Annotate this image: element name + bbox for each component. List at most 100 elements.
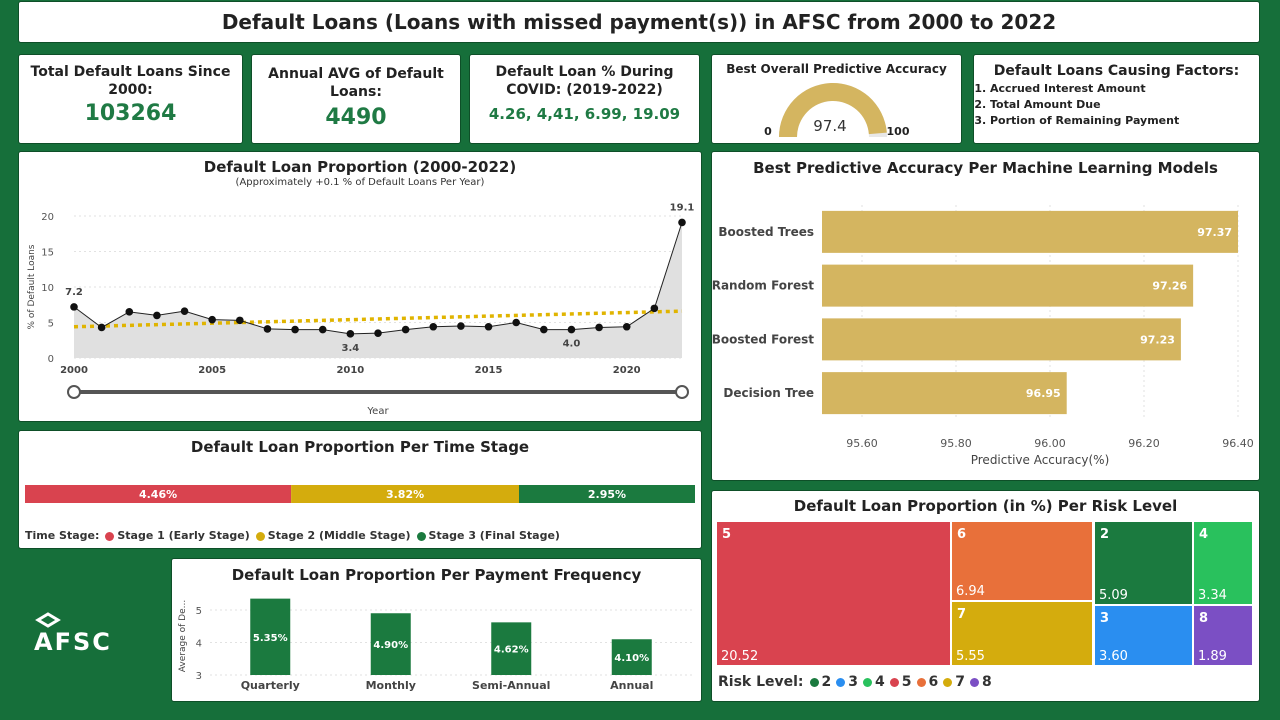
gauge-max-label: 100 [887, 125, 910, 138]
models-chart-title: Best Predictive Accuracy Per Machine Lea… [753, 159, 1218, 177]
risk-legend-item: 8 [970, 674, 992, 690]
risk-legend-label: 5 [901, 674, 912, 690]
risk-legend-title: Risk Level: [718, 674, 804, 690]
data-point [595, 323, 603, 332]
x-tick-label: Monthly [366, 679, 416, 692]
x-tick-label: 2000 [60, 365, 88, 376]
model-bar-label: 96.95 [1026, 387, 1061, 400]
data-point [512, 318, 520, 327]
accuracy-gauge: 97.4 0 100 [764, 82, 910, 138]
kpi-total-card: Total Default Loans Since 2000: 103264 [18, 54, 243, 144]
x-tick-label: 96.00 [1034, 437, 1066, 450]
model-bar-label: 97.23 [1140, 333, 1175, 346]
y-tick-label: 4 [196, 639, 202, 650]
frequency-bar[interactable] [370, 613, 411, 675]
y-tick-label: 3 [196, 671, 202, 682]
factors-list: Accrued Interest Amount Total Amount Due… [974, 81, 1259, 129]
stage-bar-segment[interactable] [291, 485, 519, 503]
risk-legend-item: 4 [863, 674, 885, 690]
kpi-covid-card: Default Loan % During COVID: (2019-2022)… [469, 54, 700, 144]
data-point [678, 218, 686, 227]
kpi-total-value: 103264 [84, 101, 177, 126]
logo-text: AFSC [34, 628, 112, 656]
factor-item: Portion of Remaining Payment [990, 113, 1259, 129]
frequency-bar[interactable] [250, 598, 291, 675]
data-point [180, 307, 189, 315]
stage-legend-label: Stage 2 (Middle Stage) [267, 529, 411, 542]
stage-chart-title: Default Loan Proportion Per Time Stage [190, 438, 530, 456]
data-label: 19.1 [670, 202, 695, 213]
y-tick-label: Boosted Trees [718, 225, 814, 239]
risk-tile-level: 3 [1100, 611, 1109, 626]
range-slider-start-handle[interactable] [67, 385, 81, 399]
risk-tile-value: 20.52 [721, 649, 758, 664]
risk-chart-card: Default Loan Proportion (in %) Per Risk … [711, 490, 1260, 702]
model-bar[interactable] [822, 318, 1181, 361]
stage-legend: Time Stage: Stage 1 (Early Stage) Stage … [25, 529, 560, 542]
stage-legend-label: Stage 1 (Early Stage) [117, 529, 250, 542]
proportion-chart-subtitle: (Approximately +0.1 % of Default Loans P… [235, 177, 485, 188]
risk-tile[interactable] [1194, 522, 1252, 604]
stage-bar-segment[interactable] [25, 485, 292, 503]
risk-tile[interactable] [1194, 606, 1252, 665]
legend-dot-icon [863, 677, 873, 687]
model-bar[interactable] [822, 372, 1067, 415]
data-label: 7.2 [65, 287, 83, 298]
gauge-card: Best Overall Predictive Accuracy 97.4 0 … [711, 54, 962, 144]
range-slider-end-handle[interactable] [675, 385, 689, 399]
gauge-title: Best Overall Predictive Accuracy [726, 62, 947, 76]
x-tick-label: 95.80 [940, 437, 972, 450]
risk-tile-level: 2 [1100, 527, 1109, 542]
frequency-bar-label: 5.35% [253, 633, 288, 644]
data-point [125, 308, 134, 316]
frequency-bar[interactable] [611, 639, 652, 675]
frequency-bar-label: 4.62% [494, 645, 529, 656]
kpi-annual-value: 4490 [325, 105, 387, 130]
risk-tile-level: 5 [722, 527, 731, 542]
risk-tile[interactable] [1095, 606, 1192, 665]
data-point [318, 325, 327, 334]
risk-tile-value: 5.55 [956, 649, 985, 664]
y-tick-label: 10 [41, 283, 54, 294]
legend-dot-icon [836, 677, 846, 687]
legend-dot-icon [105, 531, 115, 541]
legend-dot-icon [416, 531, 426, 541]
model-bar-label: 97.37 [1197, 226, 1232, 239]
risk-tile[interactable] [717, 522, 950, 665]
stage-legend-label: Stage 3 (Final Stage) [428, 529, 560, 542]
data-point [567, 325, 576, 334]
stage-bar-chart: 4.46% 3.82% 2.95% [25, 485, 695, 503]
factor-item: Accrued Interest Amount [990, 81, 1259, 97]
data-point [622, 322, 631, 331]
risk-tile[interactable] [1095, 522, 1192, 604]
trend-line [73, 309, 683, 329]
model-bar[interactable] [822, 210, 1238, 253]
x-tick-label: Annual [610, 679, 653, 692]
stage-bar-label: 3.82% [386, 488, 424, 501]
frequency-bar[interactable] [491, 622, 532, 675]
data-point [263, 325, 272, 333]
y-axis-label: Average of De... [178, 600, 188, 672]
data-point [236, 316, 244, 325]
data-point [97, 323, 106, 332]
risk-legend-item: 7 [943, 674, 965, 690]
risk-tile[interactable] [952, 522, 1092, 600]
y-tick-label: 5 [48, 319, 54, 330]
models-bar-chart: 95.60 95.80 96.00 96.20 96.40 97.37 Boosted Tr… [712, 205, 1254, 467]
risk-legend-label: 2 [821, 674, 832, 690]
stage-bar-segment[interactable] [518, 485, 695, 503]
proportion-chart-title: Default Loan Proportion (2000-2022) [203, 158, 517, 176]
x-axis-label: Year [366, 406, 389, 417]
risk-legend-item: 6 [916, 674, 939, 690]
y-tick-label: 20 [41, 212, 54, 223]
data-label: 4.0 [563, 339, 581, 350]
model-bar[interactable] [822, 264, 1194, 307]
risk-tile-value: 3.34 [1198, 588, 1227, 603]
risk-tile-value: 1.89 [1198, 649, 1227, 664]
risk-legend-label: 6 [928, 674, 939, 690]
risk-tile[interactable] [952, 602, 1092, 665]
y-tick-label: Boosted Forest [712, 332, 814, 346]
data-label: 3.4 [342, 343, 360, 354]
